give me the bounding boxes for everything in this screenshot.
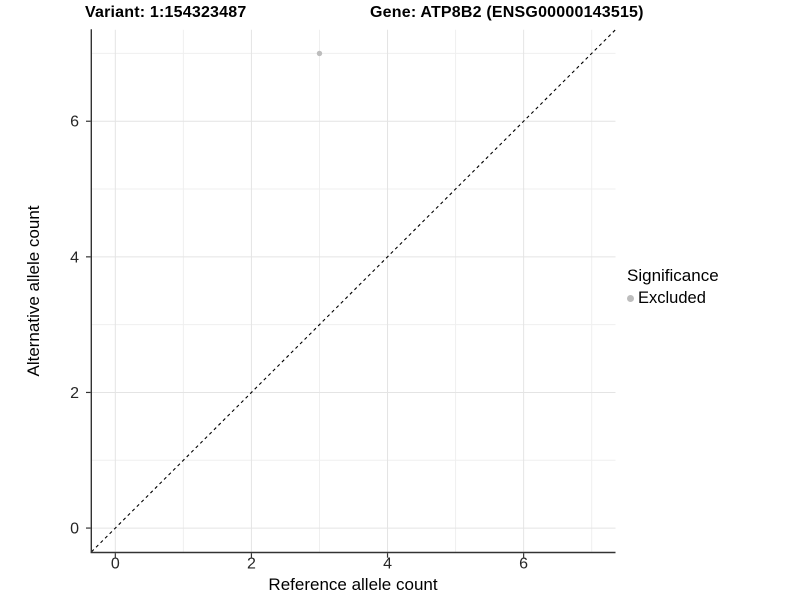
- y-tick-label: 6: [70, 114, 79, 131]
- legend-entry-excluded: Excluded: [627, 289, 719, 308]
- data-point: [316, 50, 323, 57]
- legend-title: Significance: [627, 266, 719, 285]
- y-tick-label: 4: [70, 249, 79, 266]
- x-axis-title: Reference allele count: [268, 575, 438, 594]
- identity-dashed-line: [91, 29, 616, 553]
- legend-key-dot: [627, 295, 634, 302]
- x-tick-label: 4: [383, 556, 392, 573]
- x-tick-label: 2: [247, 556, 256, 573]
- x-tick-label: 6: [519, 556, 528, 573]
- plot-title-variant: Variant: 1:154323487: [85, 4, 247, 21]
- legend: Significance Excluded: [627, 266, 719, 308]
- y-axis-title: Alternative allele count: [24, 205, 43, 377]
- legend-entry-label: Excluded: [638, 289, 706, 307]
- y-tick-label: 2: [70, 385, 79, 402]
- y-tick-label: 0: [70, 521, 79, 538]
- x-tick-label: 0: [111, 556, 120, 573]
- plot-title-gene: Gene: ATP8B2 (ENSG00000143515): [370, 4, 644, 21]
